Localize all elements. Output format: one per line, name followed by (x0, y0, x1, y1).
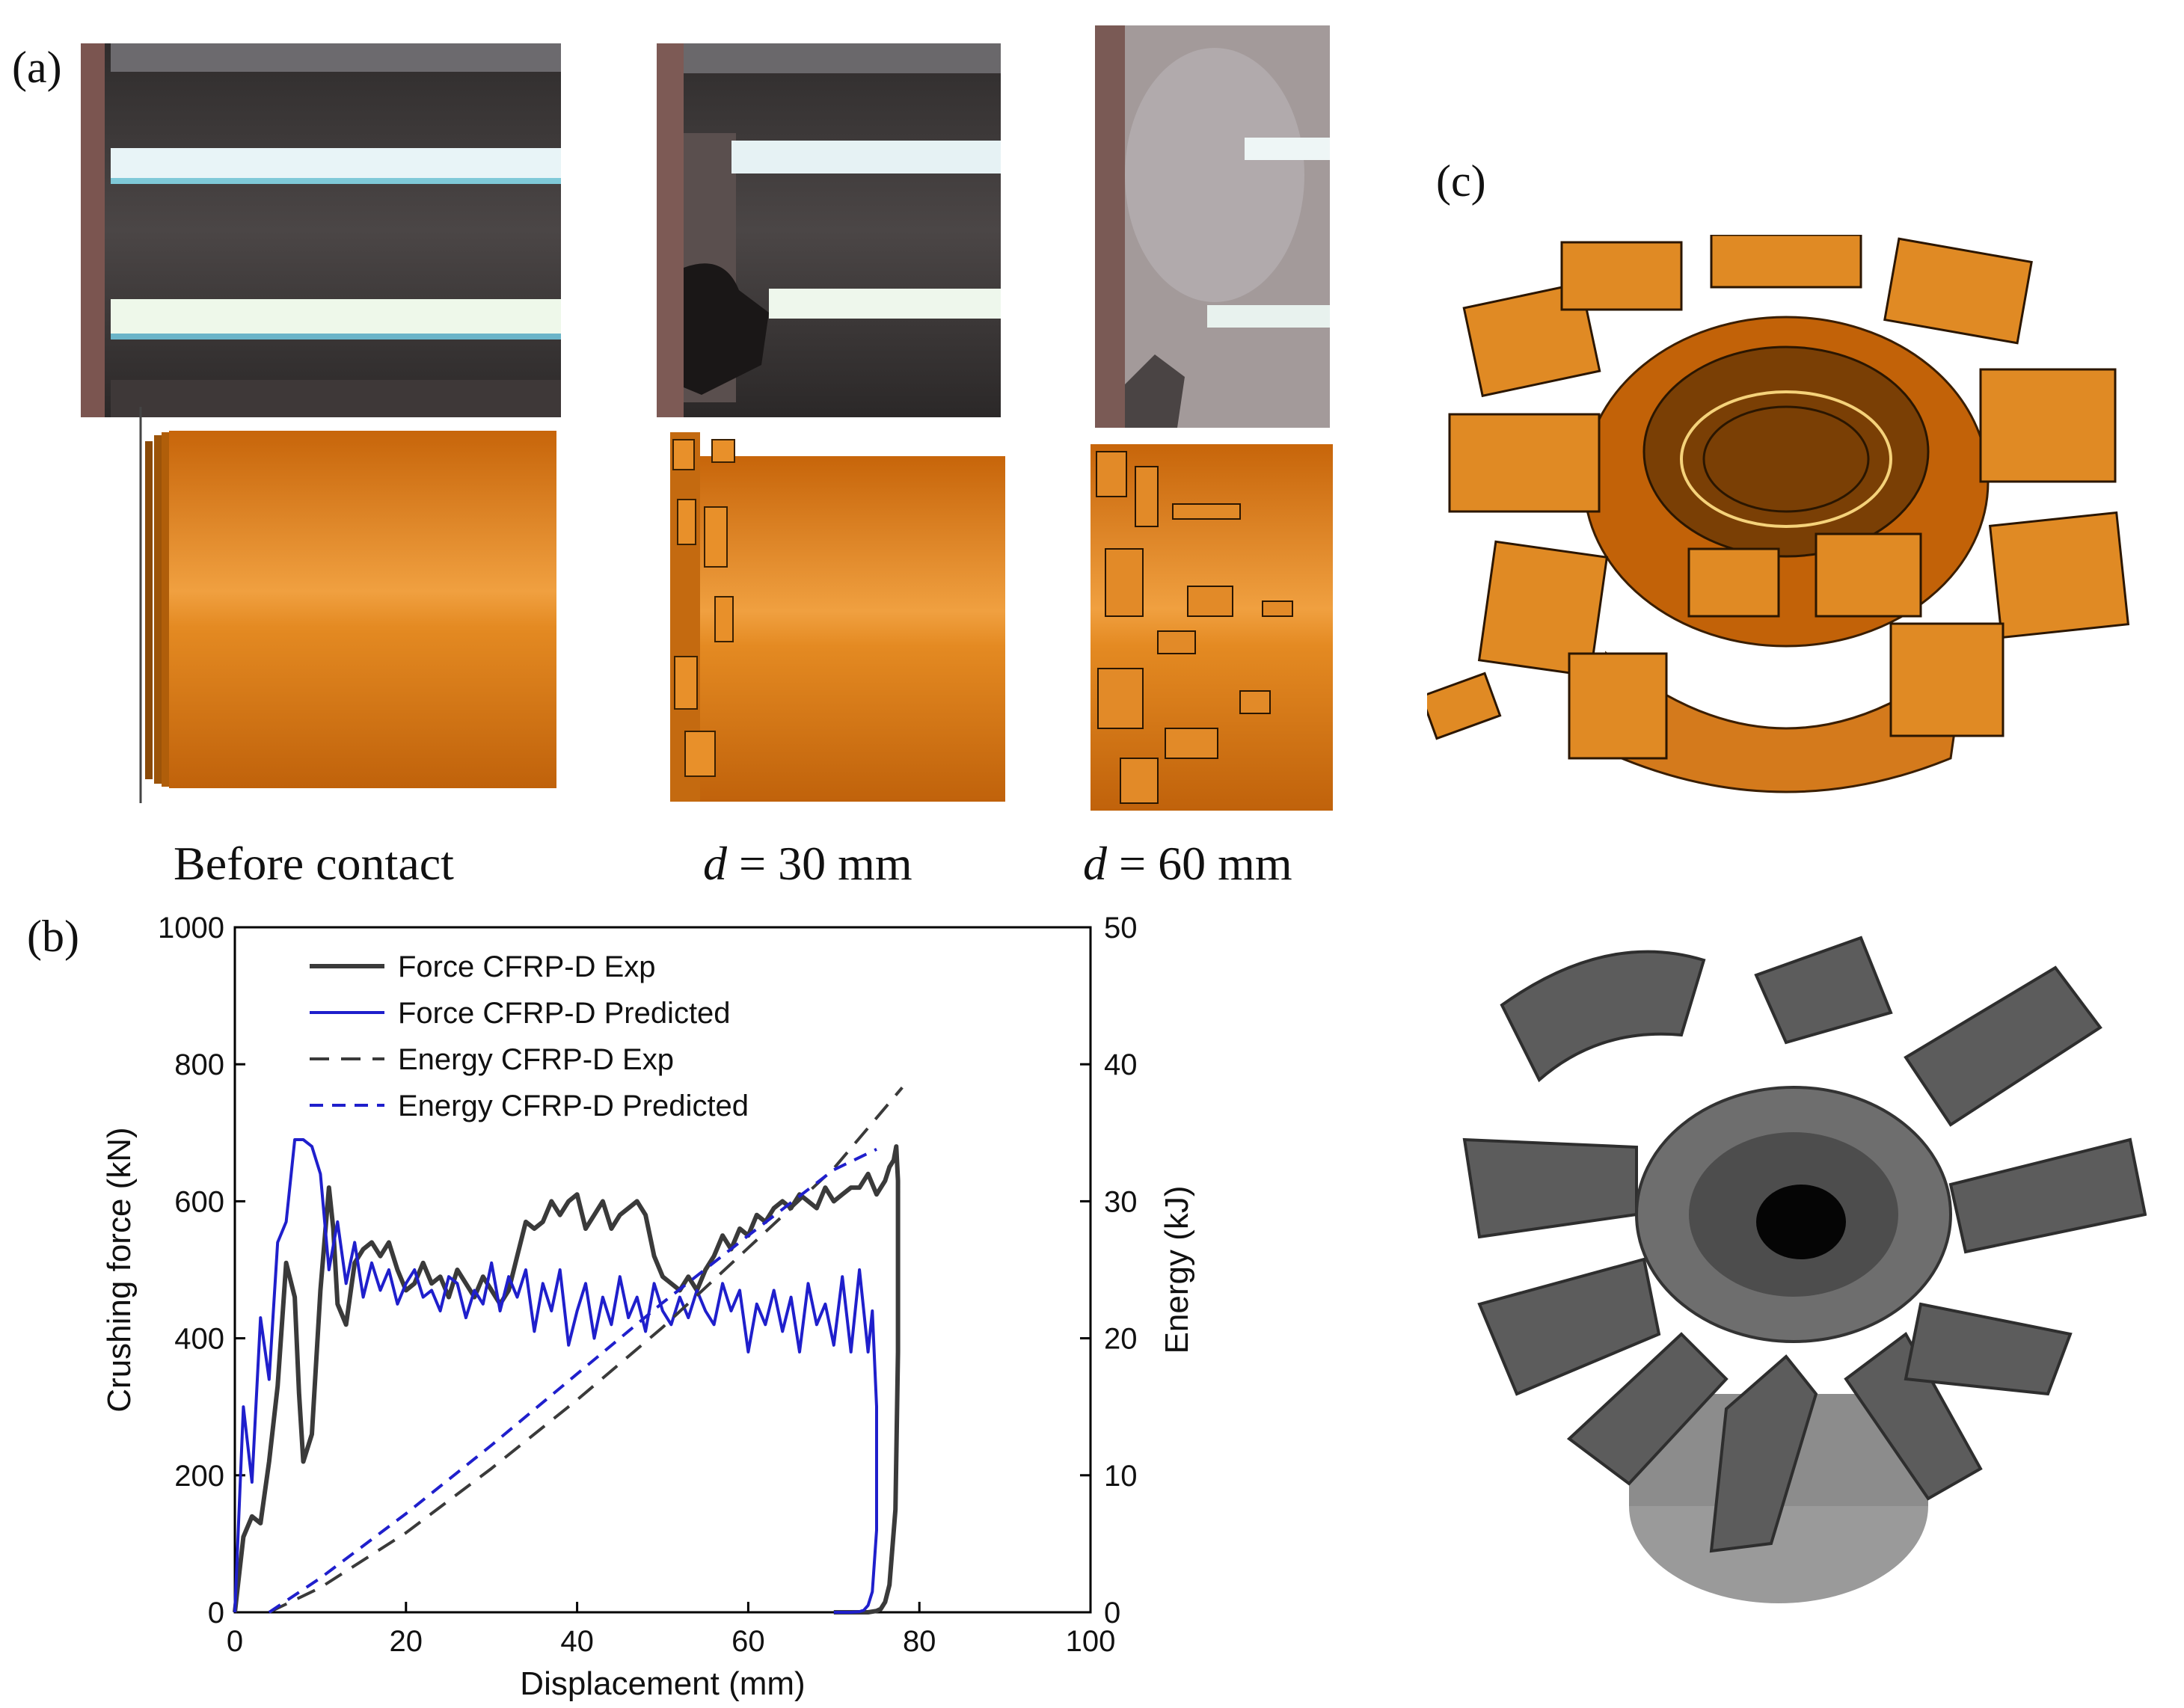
y2-tick-label: 40 (1104, 1048, 1138, 1081)
x-tick-label: 60 (731, 1625, 765, 1658)
legend-label: Energy CFRP-D Exp (398, 1043, 674, 1076)
x-tick-label: 0 (227, 1625, 243, 1658)
sim-before-contact (139, 407, 556, 803)
y2-tick-label: 0 (1104, 1597, 1120, 1629)
y-tick-label: 600 (174, 1185, 224, 1218)
panel-label-b: (b) (27, 912, 79, 961)
x-tick-label: 80 (903, 1625, 936, 1658)
y-tick-label: 800 (174, 1048, 224, 1081)
y-tick-label: 0 (208, 1597, 224, 1629)
sim-crushed-tube (1427, 235, 2130, 793)
panel-label-a: (a) (12, 43, 62, 92)
x-tick-label: 40 (560, 1625, 594, 1658)
x-tick-label: 20 (390, 1625, 423, 1658)
crushing-force-chart: 0 20 40 60 80 1000200400600800100001020304050… (101, 912, 1195, 1702)
photo-d60 (1095, 25, 1330, 428)
y2-tick-label: 50 (1104, 912, 1138, 944)
legend-label: Force CFRP-D Predicted (398, 997, 731, 1030)
plot-frame (233, 926, 1092, 1614)
photo-before-contact (81, 43, 561, 417)
y2-tick-label: 10 (1104, 1460, 1138, 1493)
series-line-1 (233, 1138, 878, 1614)
x-axis-label: Displacement (mm) (520, 1665, 805, 1702)
sim-d30 (670, 432, 1005, 802)
panel-label-c: (c) (1436, 156, 1486, 206)
caption-d30: d = 30 mm (703, 837, 912, 890)
sim-d60 (1091, 444, 1333, 811)
y-tick-label: 200 (174, 1460, 224, 1493)
caption-d60: d = 60 mm (1083, 837, 1292, 890)
y2-axis-label: Energy (kJ) (1159, 1186, 1195, 1354)
series-line-2 (268, 1087, 904, 1614)
legend-label: Energy CFRP-D Predicted (398, 1090, 749, 1122)
y2-tick-label: 30 (1104, 1185, 1138, 1218)
caption-before-contact: Before contact (174, 837, 454, 890)
series-line-0 (233, 1144, 901, 1615)
series-line-3 (268, 1147, 877, 1614)
y-tick-label: 1000 (158, 912, 224, 944)
y2-tick-label: 20 (1104, 1323, 1138, 1356)
x-tick-label: 100 (1066, 1625, 1116, 1658)
legend: Force CFRP-D Exp Force CFRP-D Predicted En… (310, 950, 749, 1122)
y-tick-label: 400 (174, 1323, 224, 1356)
legend-label: Force CFRP-D Exp (398, 950, 656, 983)
photo-crushed-tube (1462, 936, 2147, 1603)
photo-d30 (657, 43, 1001, 417)
y-axis-label: Crushing force (kN) (101, 1127, 138, 1412)
